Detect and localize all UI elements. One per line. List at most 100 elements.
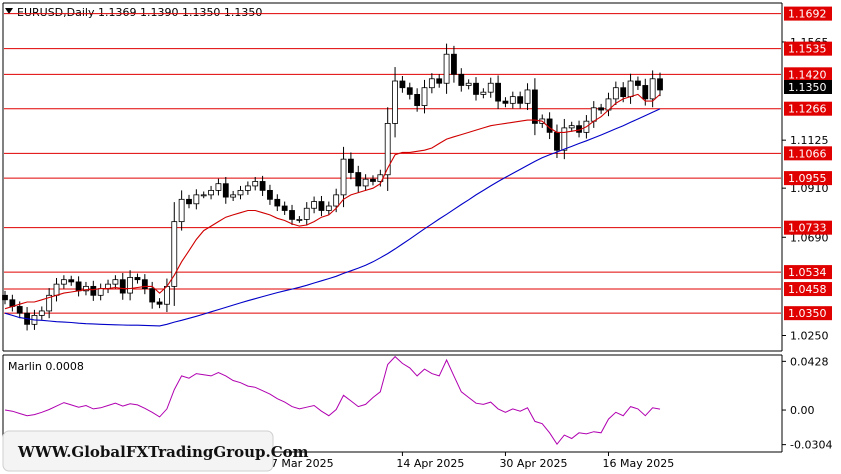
watermark: WWW.GlobalFXTradingGroup.Com (2, 430, 309, 472)
candle-bull (392, 80, 398, 124)
candle-bear (289, 210, 295, 220)
candle-bear (473, 82, 479, 95)
candle-bear (259, 181, 266, 191)
candle-bull (112, 279, 119, 285)
candle-bear (149, 288, 156, 303)
ma-fast-line (4, 93, 661, 310)
current-price-label: 1.1350 (788, 81, 827, 94)
marlin-panel: Marlin 0.0008 0.0428 0.00 -0.0304 (2, 354, 832, 453)
candle-bear (347, 158, 354, 173)
candle-bear (620, 87, 627, 98)
level-tag-bg (784, 146, 832, 161)
ma-slow-line (4, 108, 661, 327)
candle-bull (340, 158, 347, 196)
level-tag-bg (784, 41, 832, 56)
candle-bear (436, 78, 443, 84)
candle-bull (97, 288, 104, 296)
candle-bull (487, 82, 494, 93)
level-tag-label: 1.0534 (788, 266, 827, 279)
candle-bear (355, 172, 362, 187)
level-tag-bg (784, 265, 832, 280)
level-tag-bg (784, 282, 832, 297)
candle-bear (281, 205, 288, 211)
candle-bear (406, 87, 413, 95)
candle-bull (627, 80, 634, 98)
candle-bear (75, 281, 82, 292)
candle-bear (156, 301, 163, 305)
candle-bear (68, 279, 75, 283)
candle-bull (164, 285, 170, 305)
collapse-triangle-icon[interactable] (5, 8, 13, 14)
candle-bull (303, 207, 310, 220)
candle-bear (554, 131, 560, 151)
price-tick-label: 1.1125 (790, 134, 829, 147)
level-tag-bg (784, 171, 832, 186)
level-tag-bg (784, 220, 832, 235)
candle-bull (296, 219, 303, 221)
candle-bull (333, 194, 340, 207)
candle-bear (2, 294, 8, 301)
candle-bear (222, 183, 229, 198)
level-tag-bg (784, 6, 832, 21)
price-panel: EURUSD,Daily 1.1369 1.1390 1.1350 1.1350… (2, 2, 832, 352)
candle-bull (509, 96, 516, 104)
candle-bear (267, 189, 273, 200)
symbol-header: EURUSD,Daily 1.1369 1.1390 1.1350 1.1350 (17, 6, 262, 19)
candle-bull (60, 279, 67, 285)
time-tick-label: 27 Mar 2025 (264, 457, 334, 470)
candle-bear (274, 198, 281, 207)
candle-bull (561, 127, 568, 151)
level-tag-label: 1.1692 (788, 8, 827, 21)
candle-bull (480, 91, 487, 95)
candle-bear (370, 178, 376, 182)
candle-bear (635, 80, 641, 86)
marlin-header: Marlin 0.0008 (8, 360, 84, 373)
level-tag-label: 1.1266 (788, 103, 827, 116)
marlin-tick-label: -0.0304 (790, 439, 832, 452)
candle-bull (53, 283, 60, 296)
candle-bear (119, 279, 126, 294)
candle-bear (502, 100, 509, 104)
price-tick-label: 1.0250 (790, 329, 829, 342)
marlin-tick-label: 0.00 (790, 404, 815, 417)
watermark-box (2, 430, 274, 472)
level-tag-label: 1.0350 (788, 307, 827, 320)
candle-bull (230, 194, 237, 198)
candle-bear (458, 73, 465, 86)
candle-bear (16, 306, 23, 314)
time-tick-label: 14 Apr 2025 (396, 457, 464, 470)
candle-bull (590, 107, 597, 122)
candle-bear (642, 85, 649, 100)
marlin-line (4, 355, 661, 446)
candle-bull (612, 87, 619, 100)
candle-bull (421, 87, 428, 106)
current-price-tag-bg (784, 80, 832, 94)
candle-bear (495, 82, 501, 102)
candle-bear (657, 78, 663, 91)
candle-bear (318, 201, 325, 211)
level-tag-label: 1.1066 (788, 147, 827, 160)
candle-bear (186, 198, 192, 205)
level-tag-bg (784, 306, 832, 321)
candle-bull (83, 285, 89, 292)
candle-bull (428, 78, 435, 89)
candle-bull (465, 82, 472, 86)
watermark-text: WWW.GlobalFXTradingGroup.Com (17, 443, 309, 461)
candle-bull (384, 123, 391, 176)
level-tag-label: 1.1535 (788, 43, 827, 56)
time-tick-label: 30 Apr 2025 (499, 457, 567, 470)
candle-bull (46, 294, 53, 312)
candle-bear (399, 80, 406, 89)
candle-bull (237, 189, 244, 196)
level-tag-bg (784, 67, 832, 82)
candle-bull (200, 194, 207, 197)
candle-bear (598, 107, 605, 111)
candle-bull (252, 181, 259, 187)
candle-bull (443, 53, 450, 84)
level-tag-bg (784, 101, 832, 116)
time-axis: 27 Mar 2025 14 Apr 2025 30 Apr 2025 16 May … (264, 452, 674, 470)
price-tick-label: 1.0910 (790, 182, 829, 195)
candle-bull (524, 89, 531, 104)
candle-bull (178, 198, 185, 223)
